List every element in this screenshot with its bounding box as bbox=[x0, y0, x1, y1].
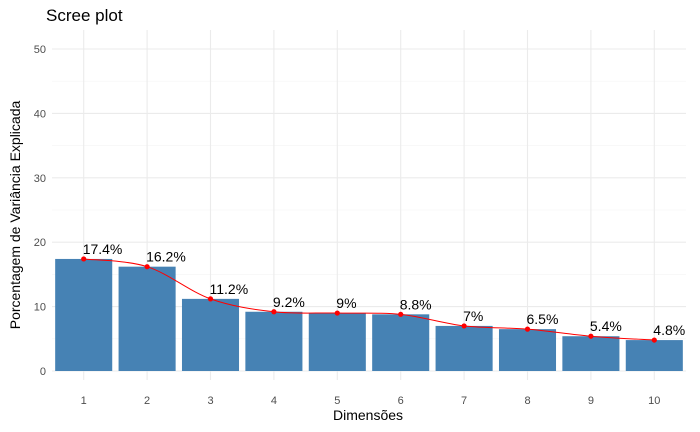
data-label: 4.8% bbox=[653, 322, 685, 338]
data-point bbox=[398, 311, 404, 317]
x-tick-label: 10 bbox=[648, 395, 660, 407]
bar bbox=[625, 340, 683, 371]
bar bbox=[308, 313, 366, 371]
bar bbox=[435, 325, 493, 371]
bars bbox=[55, 258, 683, 371]
data-label: 9.2% bbox=[273, 294, 305, 310]
data-point bbox=[334, 310, 340, 316]
y-tick-label: 10 bbox=[34, 302, 46, 314]
y-axis-title: Porcentagem de Variância Explicada bbox=[7, 101, 23, 330]
trend-line bbox=[81, 256, 657, 343]
x-tick-label: 9 bbox=[588, 395, 594, 407]
x-tick-label: 6 bbox=[398, 395, 404, 407]
x-tick-label: 4 bbox=[271, 395, 277, 407]
x-tick-label: 5 bbox=[334, 395, 340, 407]
x-tick-label: 3 bbox=[207, 395, 213, 407]
data-point bbox=[271, 309, 277, 315]
data-label: 16.2% bbox=[146, 249, 186, 265]
y-tick-label: 50 bbox=[34, 44, 46, 56]
data-point bbox=[81, 256, 87, 262]
x-tick-label: 2 bbox=[144, 395, 150, 407]
bar bbox=[181, 298, 240, 371]
x-tick-label: 7 bbox=[461, 395, 467, 407]
data-point bbox=[207, 296, 214, 302]
y-tick-label: 0 bbox=[40, 366, 46, 378]
bar bbox=[118, 266, 176, 371]
data-point bbox=[144, 264, 150, 270]
data-labels: 17.4% 16.2% 11.2% 9.2% 9% 8.8% 7% 6.5% 5.4% 4.8% bbox=[83, 241, 686, 338]
bar bbox=[498, 329, 557, 371]
bar bbox=[562, 336, 620, 371]
data-label: 7% bbox=[463, 308, 483, 324]
x-tick-label: 1 bbox=[81, 395, 87, 407]
y-tick-labels: 0 10 20 30 40 50 bbox=[34, 44, 46, 378]
y-tick-label: 20 bbox=[34, 237, 46, 249]
data-label: 17.4% bbox=[83, 241, 123, 257]
bar bbox=[245, 311, 303, 371]
y-tick-label: 40 bbox=[34, 108, 46, 120]
bar bbox=[55, 258, 113, 371]
data-label: 6.5% bbox=[527, 311, 559, 327]
data-point bbox=[588, 333, 594, 339]
data-label: 5.4% bbox=[590, 318, 622, 334]
x-tick-labels: 1 2 3 4 5 6 7 8 9 10 bbox=[81, 395, 661, 407]
x-tick-label: 8 bbox=[524, 395, 530, 407]
data-point bbox=[524, 326, 531, 332]
data-label: 8.8% bbox=[400, 296, 432, 312]
chart-title: Scree plot bbox=[46, 6, 123, 25]
y-tick-label: 30 bbox=[34, 173, 46, 185]
trend-line-path bbox=[83, 258, 655, 341]
data-label: 9% bbox=[336, 295, 356, 311]
x-axis-title: Dimensões bbox=[333, 407, 403, 423]
data-point bbox=[461, 323, 467, 329]
bar bbox=[372, 314, 430, 371]
data-point bbox=[651, 337, 657, 343]
data-label: 11.2% bbox=[210, 281, 249, 297]
